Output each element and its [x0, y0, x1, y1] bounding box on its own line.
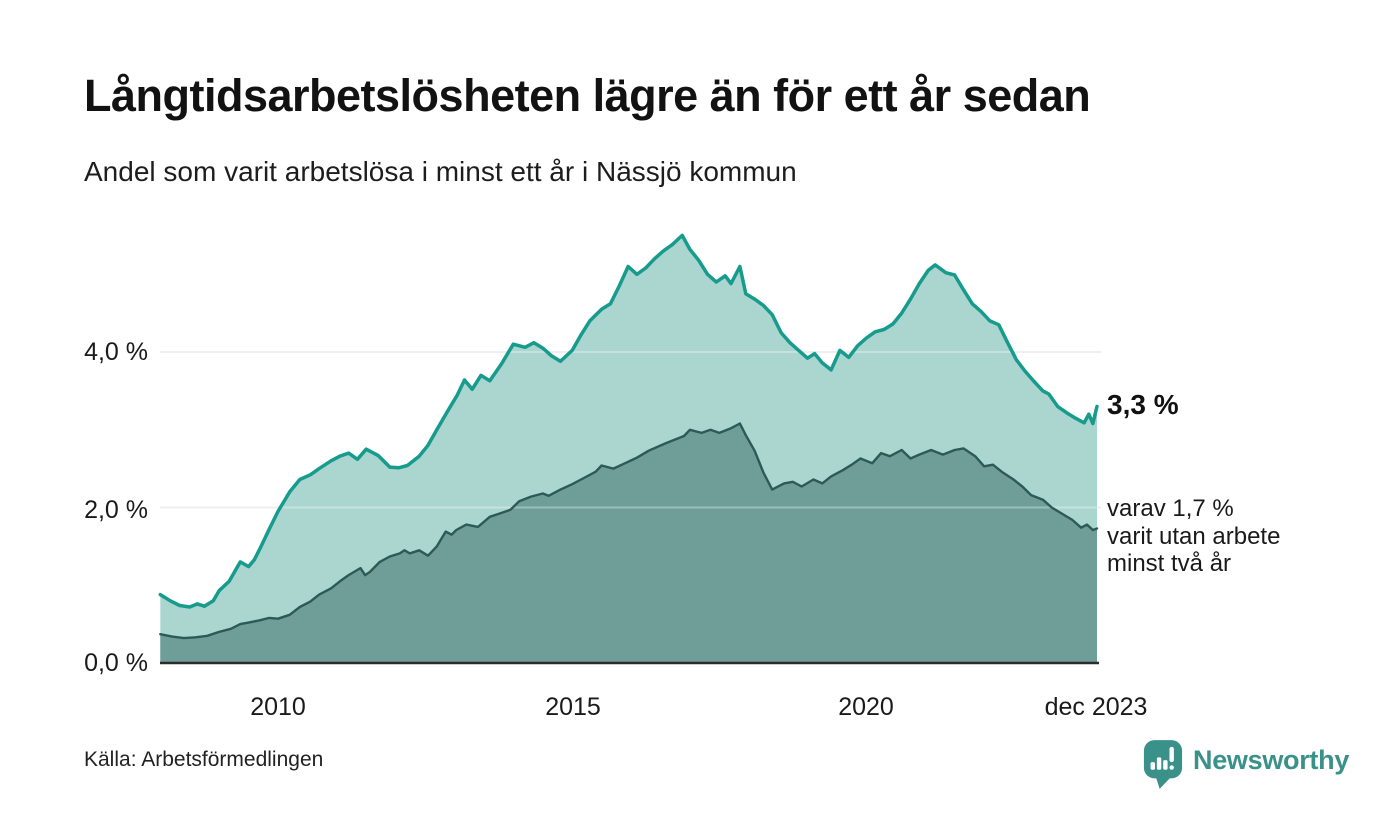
secondary-value-line2: varit utan arbete: [1107, 522, 1281, 550]
series-line-0: [158, 233, 1099, 609]
page-title: Långtidsarbetslösheten lägre än för ett …: [84, 70, 1091, 121]
newsworthy-wordmark: Newsworthy: [1193, 745, 1350, 775]
x-axis-tick-label-2015: 2015: [545, 693, 601, 721]
series-line-1: [159, 422, 1099, 640]
chart-pin-icon: [1143, 740, 1183, 789]
secondary-value-line1: varav 1,7 %: [1107, 495, 1234, 522]
page-subtitle: Andel som varit arbetslösa i minst ett å…: [84, 156, 797, 187]
y-axis-tick-label-2: 2,0 %: [84, 496, 148, 524]
secondary-value-label: varav 1,7 % varit utan arbete minst två …: [1107, 495, 1280, 578]
source-credit: Källa: Arbetsförmedlingen: [84, 748, 324, 771]
secondary-value-line3: minst två år: [1107, 550, 1232, 577]
series-area-1: [160, 423, 1098, 663]
newsworthy-logo: Newsworthy: [1142, 738, 1349, 790]
x-axis-tick-label-2010: 2010: [250, 693, 306, 721]
latest-value-label: 3,3 %: [1107, 389, 1179, 420]
x-axis-tick-label-dec-2023: dec 2023: [1044, 693, 1148, 721]
x-axis-tick-label-2020: 2020: [838, 693, 894, 721]
y-axis-tick-label-0: 0,0 %: [84, 649, 148, 677]
y-axis-tick-label-4: 4,0 %: [84, 338, 148, 366]
